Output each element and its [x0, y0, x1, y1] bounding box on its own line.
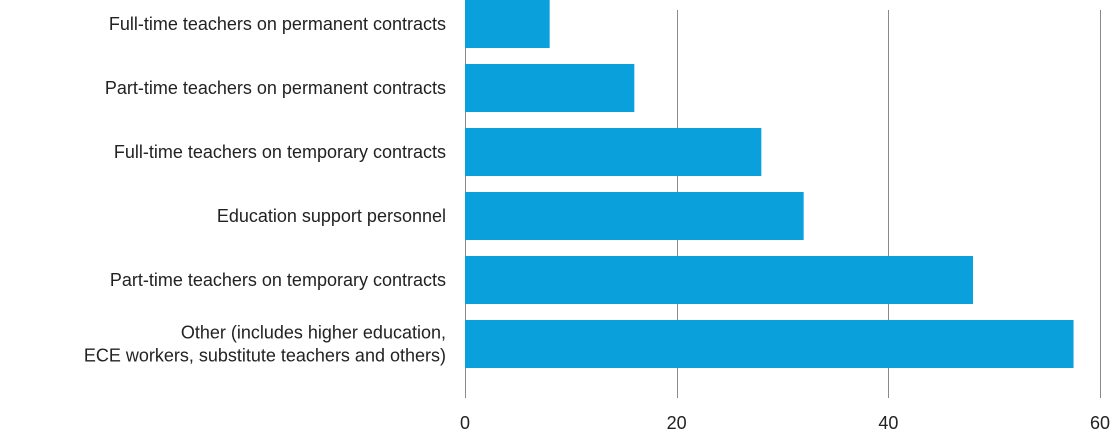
bar	[465, 192, 804, 240]
bar	[465, 128, 762, 176]
bar	[465, 64, 635, 112]
category-label: Full-time teachers on temporary contract…	[114, 142, 446, 162]
category-label: Part-time teachers on temporary contract…	[110, 270, 446, 290]
category-label: Full-time teachers on permanent contract…	[109, 14, 446, 34]
x-axis-tick-labels: 0 20 40 60	[460, 413, 1110, 433]
x-tick-label: 60	[1090, 413, 1110, 433]
bar	[465, 320, 1074, 368]
category-labels: Full-time teachers on permanent contract…	[84, 14, 446, 366]
bar	[465, 0, 550, 48]
bar	[465, 256, 973, 304]
category-label: Other (includes higher education,	[181, 323, 446, 343]
x-tick-label: 20	[667, 413, 687, 433]
x-tick-label: 0	[460, 413, 470, 433]
category-label: Education support personnel	[217, 206, 446, 226]
category-label: Part-time teachers on permanent contract…	[105, 78, 446, 98]
category-label: ECE workers, substitute teachers and oth…	[84, 346, 446, 366]
x-tick-label: 40	[878, 413, 898, 433]
bars	[465, 0, 1074, 368]
